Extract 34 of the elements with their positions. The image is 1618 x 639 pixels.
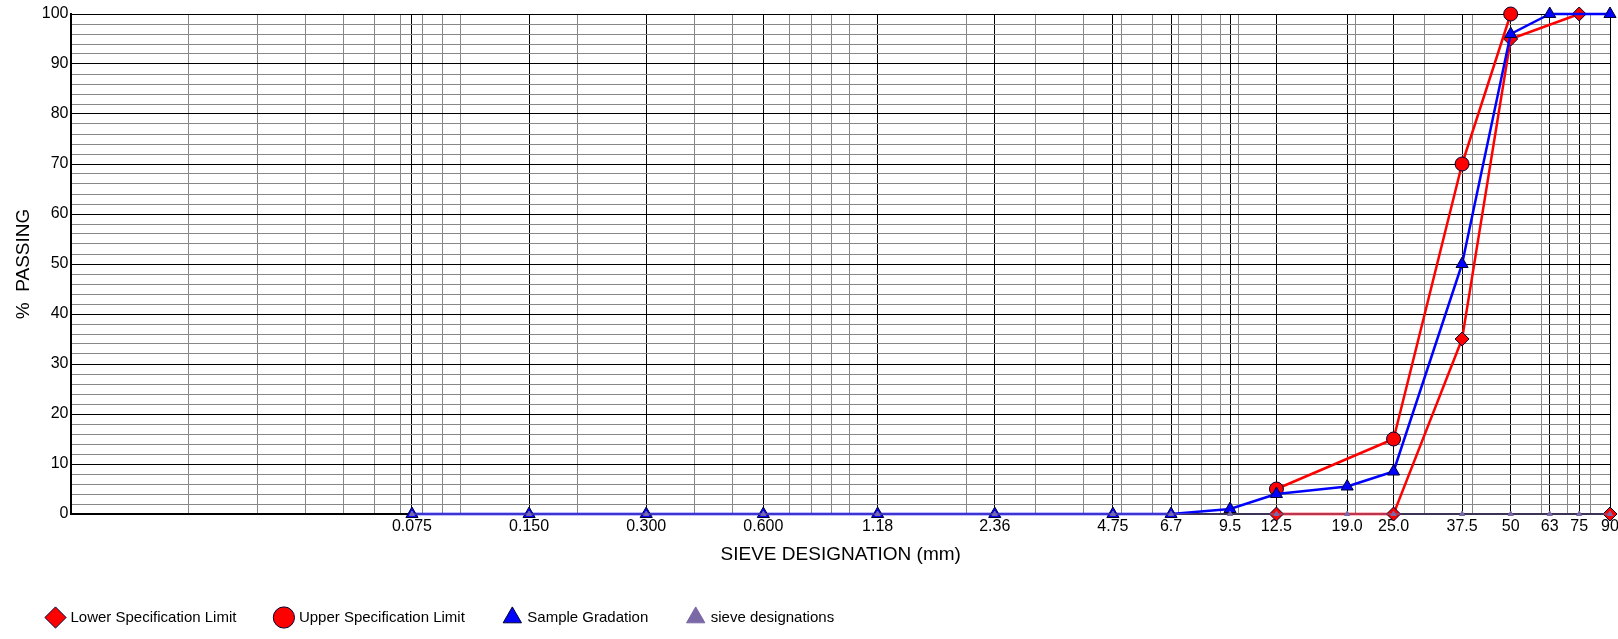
y-tick-label: 50 [50, 254, 69, 272]
x-tick-label: 6.7 [1159, 517, 1183, 535]
legend-label: sieve designations [710, 607, 835, 625]
x-tick-label: 4.75 [1097, 517, 1129, 535]
x-tick-label: 37.5 [1446, 517, 1478, 535]
y-tick-label: 80 [50, 104, 69, 122]
y-tick-label: 0 [59, 504, 69, 522]
y-axis-title: % PASSING [11, 208, 33, 320]
x-tick-label: 0.600 [743, 517, 784, 535]
x-tick-label: 75 [1570, 517, 1589, 535]
x-axis-title: SIEVE DESIGNATION (mm) [720, 542, 961, 564]
y-tick-label: 100 [41, 4, 69, 22]
x-tick-label: 19.0 [1331, 517, 1363, 535]
x-tick-label: 0.300 [626, 517, 667, 535]
x-tick-label: 50 [1501, 517, 1520, 535]
y-tick-label: 90 [50, 54, 69, 72]
x-tick-label: 9.5 [1218, 517, 1242, 535]
x-tick-label: 1.18 [862, 517, 894, 535]
legend-label: Lower Specification Limit [70, 607, 238, 625]
x-tick-label: 0.150 [509, 517, 550, 535]
x-tick-label: 12.5 [1260, 517, 1293, 535]
y-tick-label: 10 [50, 454, 69, 472]
y-tick-label: 30 [50, 354, 69, 372]
y-tick-label: 70 [50, 154, 69, 172]
legend-label: Sample Gradation [527, 607, 649, 625]
y-tick-label: 20 [50, 404, 69, 422]
x-tick-label: 63 [1540, 517, 1559, 535]
legend-label: Upper Specification Limit [298, 607, 466, 625]
x-tick-label: 0.075 [391, 517, 433, 535]
y-tick-label: 40 [50, 304, 69, 322]
x-tick-label: 25.0 [1377, 517, 1410, 535]
x-tick-label: 2.36 [979, 517, 1011, 535]
x-tick-label: 90 [1601, 517, 1618, 535]
y-tick-label: 60 [50, 204, 69, 222]
